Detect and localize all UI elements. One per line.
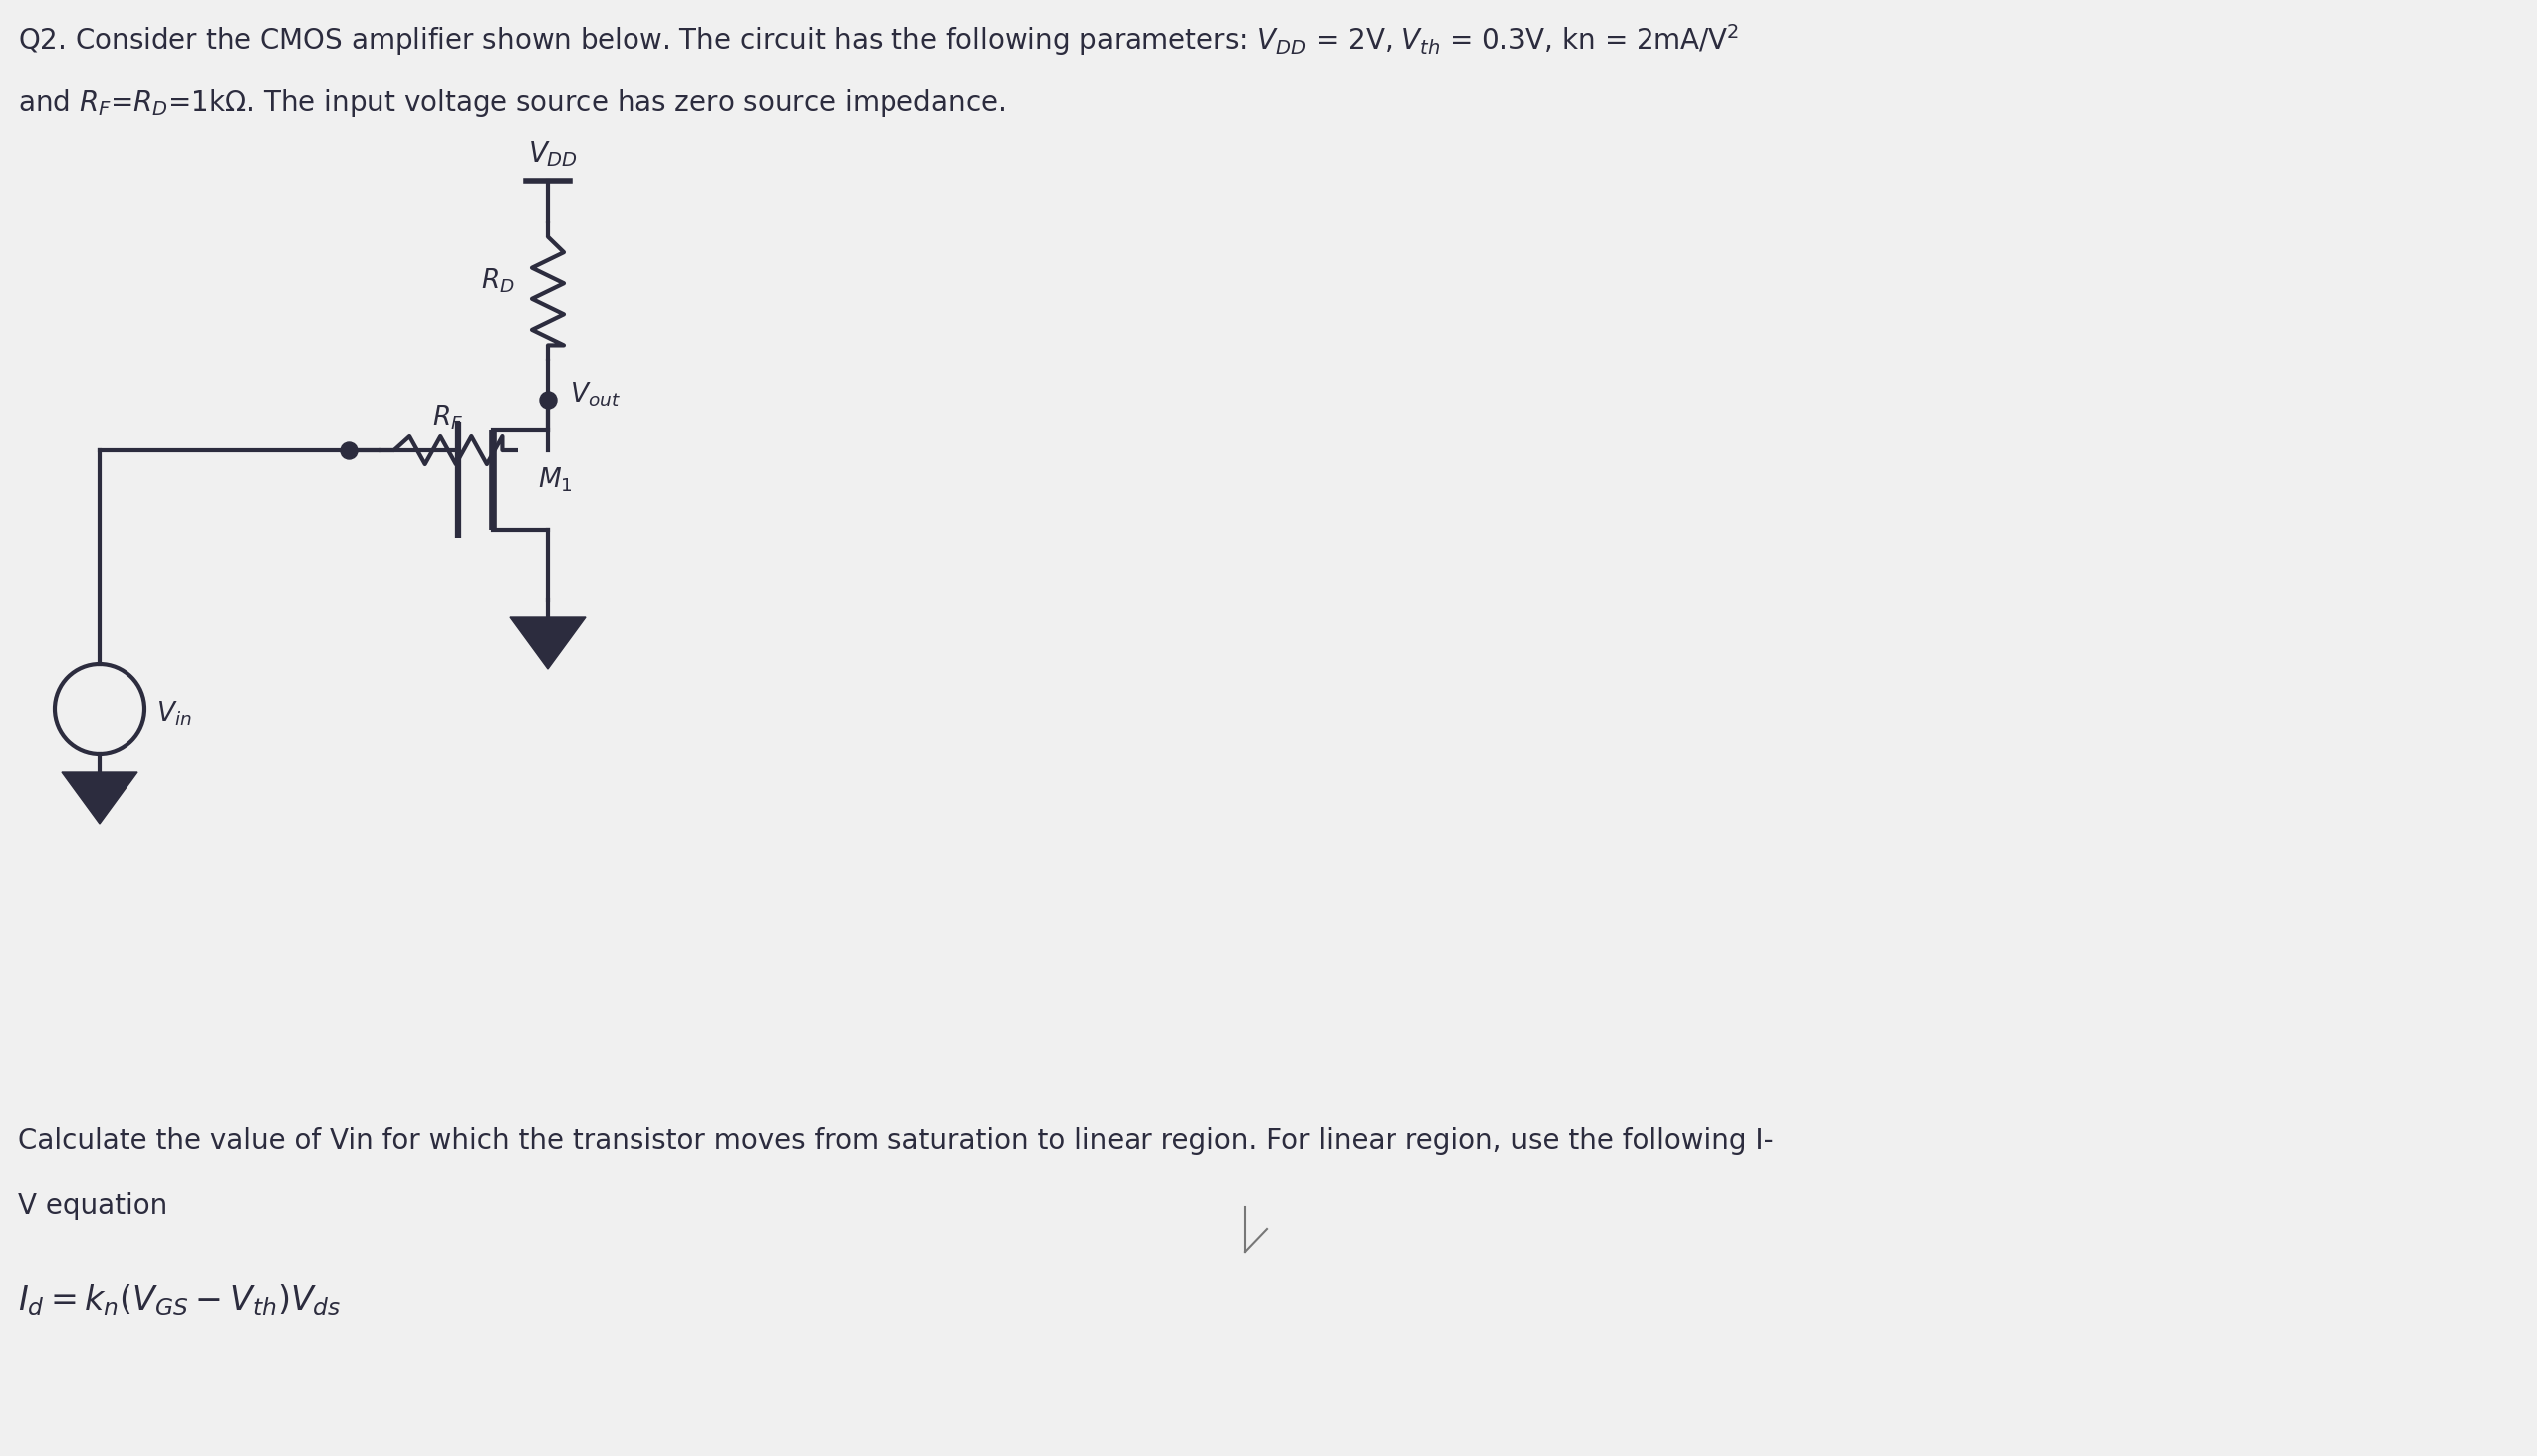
Text: $V_{in}$: $V_{in}$ — [157, 700, 193, 728]
Text: V equation: V equation — [18, 1192, 167, 1220]
Text: $I_d = k_n \left(V_{GS} - V_{th}\right) V_{ds}$: $I_d = k_n \left(V_{GS} - V_{th}\right) … — [18, 1281, 340, 1318]
Point — [327, 438, 368, 462]
Text: $V_{DD}$: $V_{DD}$ — [528, 140, 578, 169]
Polygon shape — [61, 772, 137, 824]
Text: $M_1$: $M_1$ — [538, 466, 573, 494]
Polygon shape — [510, 617, 586, 670]
Point — [528, 389, 568, 412]
Text: Q2. Consider the CMOS amplifier shown below. The circuit has the following param: Q2. Consider the CMOS amplifier shown be… — [18, 22, 1740, 58]
Text: and $R_F$=$R_D$=1kΩ. The input voltage source has zero source impedance.: and $R_F$=$R_D$=1kΩ. The input voltage s… — [18, 87, 1005, 118]
Text: Calculate the value of Vin for which the transistor moves from saturation to lin: Calculate the value of Vin for which the… — [18, 1127, 1773, 1155]
Text: $V_{out}$: $V_{out}$ — [571, 381, 622, 409]
Text: $R_F$: $R_F$ — [434, 405, 464, 432]
Text: $R_D$: $R_D$ — [482, 266, 515, 296]
